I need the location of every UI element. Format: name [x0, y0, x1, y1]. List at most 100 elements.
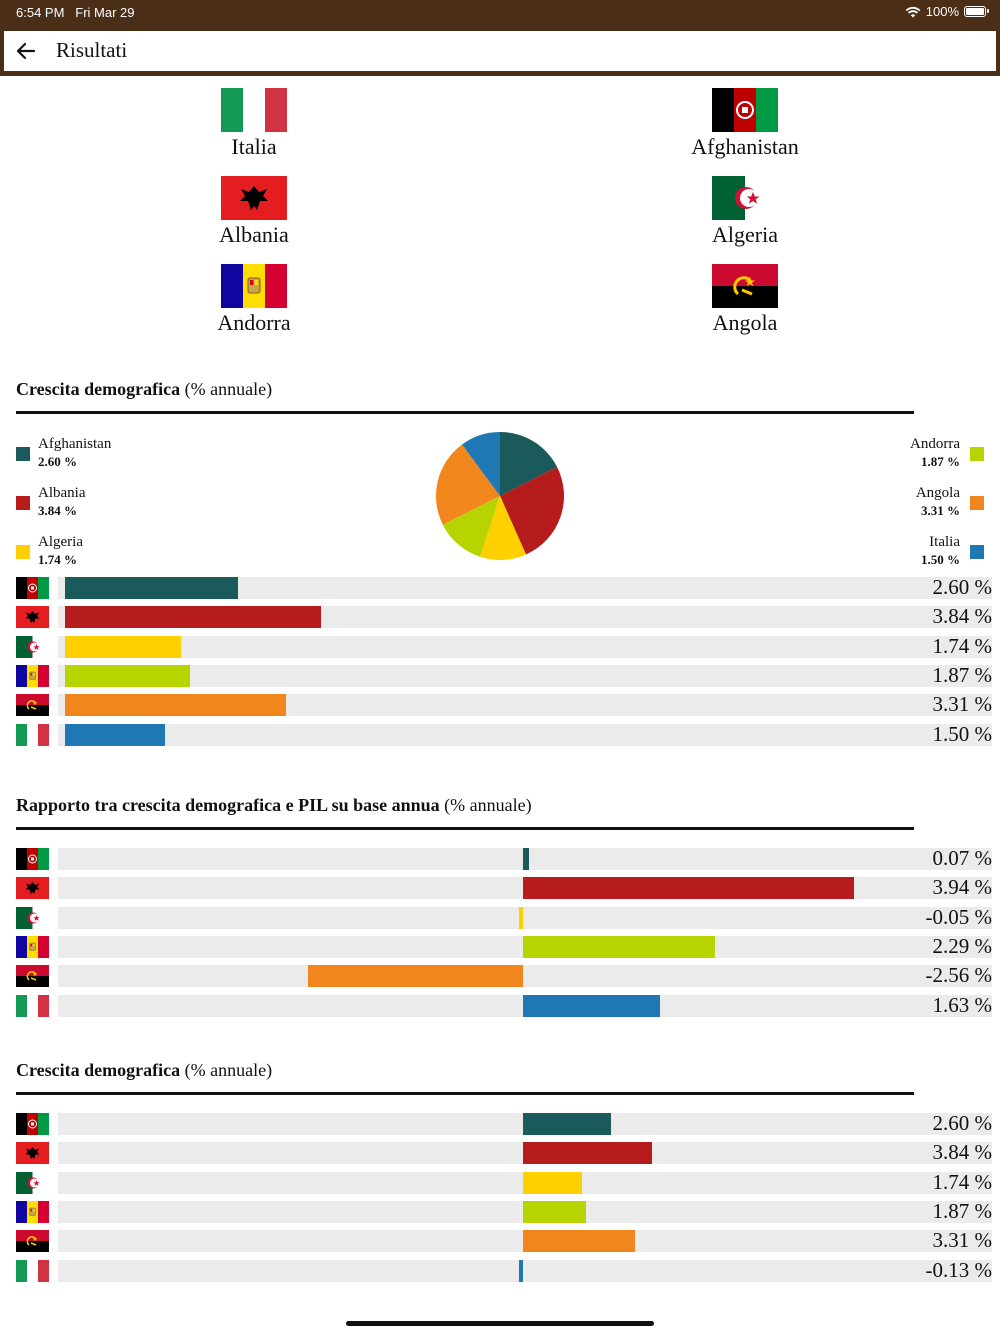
bar-value-label: -0.05 %	[925, 904, 993, 929]
bar-value-label: 2.29 %	[932, 933, 993, 958]
section-unit-growth: (% annuale)	[184, 379, 273, 399]
algeria-flag-icon	[16, 906, 49, 929]
wifi-icon	[905, 6, 921, 17]
status-right: 100%	[905, 4, 989, 19]
andorra-flag-icon	[221, 264, 287, 308]
legend-label: Angola	[915, 485, 960, 501]
bar-row-italia: 1.63 %	[16, 993, 992, 1017]
bar-row-italia: -0.13 %	[16, 1257, 993, 1282]
country-card-italia[interactable]: Italia	[104, 88, 404, 160]
bar-value-label: -2.56 %	[925, 963, 993, 988]
status-time-text: 6:54 PM	[16, 5, 65, 20]
bar-value-label: 1.87 %	[932, 1198, 993, 1223]
bar-track	[58, 1259, 992, 1282]
andorra-flag-icon	[16, 1200, 49, 1223]
section-title-growth-2-text: Crescita demografica	[16, 1060, 181, 1080]
bar-albania	[523, 877, 854, 900]
bar-algeria	[65, 635, 181, 658]
pie-slice-algeria	[480, 496, 527, 560]
bar-row-algeria: -0.05 %	[16, 904, 993, 929]
status-date: Fri Mar 29	[75, 5, 135, 20]
bar-value-label: 3.84 %	[932, 1140, 993, 1165]
algeria-flag-icon	[712, 176, 778, 220]
bar-row-albania: 3.84 %	[16, 604, 992, 629]
country-card-angola[interactable]: Angola	[595, 264, 895, 336]
battery-percent: 100%	[925, 4, 959, 19]
pie-slice-angola	[436, 444, 500, 525]
bar-track	[58, 664, 992, 687]
country-card-albania[interactable]: Albania	[104, 176, 404, 248]
bar-track	[58, 906, 992, 929]
bar-value-label: 1.50 %	[932, 721, 993, 746]
bar-row-afghanistan: 2.60 %	[16, 1111, 993, 1135]
pie-chart	[436, 432, 564, 560]
bar-value-label: 3.31 %	[932, 692, 993, 717]
bar-value-label: 1.87 %	[932, 662, 993, 687]
bar-row-angola: 3.31 %	[16, 692, 993, 717]
bar-italia	[518, 1259, 523, 1282]
bar-track	[58, 965, 992, 988]
bar-afghanistan	[523, 848, 529, 870]
country-name: Italia	[231, 134, 277, 159]
bar-row-andorra: 2.29 %	[16, 933, 993, 958]
bar-algeria	[518, 906, 523, 929]
country-card-algeria[interactable]: Algeria	[595, 176, 895, 248]
bar-row-afghanistan: 2.60 %	[16, 575, 993, 599]
bar-row-algeria: 1.74 %	[16, 634, 992, 658]
angola-flag-icon	[16, 694, 49, 717]
albania-flag-icon	[16, 606, 49, 629]
italia-flag-icon	[221, 88, 287, 132]
bar-row-albania: 3.94 %	[16, 875, 993, 900]
bar-value-label: 2.60 %	[932, 1111, 993, 1135]
bar-andorra	[65, 664, 190, 687]
home-indicator[interactable]	[346, 1321, 654, 1326]
bar-afghanistan	[65, 577, 239, 599]
country-name: Algeria	[712, 222, 778, 247]
legend-swatch	[970, 496, 984, 510]
albania-flag-icon	[221, 176, 287, 220]
bar-angola	[523, 1230, 635, 1253]
bar-albania	[523, 1142, 653, 1165]
italia-flag-icon	[16, 1259, 49, 1282]
legend-item-algeria: Algeria 1.74 %	[16, 534, 83, 568]
bar-afghanistan	[523, 1113, 611, 1135]
bar-row-afghanistan: 0.07 %	[16, 846, 992, 870]
legend-item-afghanistan: Afghanistan 2.60 %	[16, 436, 111, 470]
country-card-andorra[interactable]: Andorra	[104, 264, 404, 336]
section-divider	[16, 1092, 914, 1095]
legend-swatch	[16, 545, 30, 559]
status-time: 6:54 PM Fri Mar 29	[16, 5, 135, 20]
afghanistan-flag-icon	[16, 577, 49, 599]
angola-flag-icon	[712, 264, 778, 308]
legend-value: 3.84 %	[38, 503, 77, 518]
country-name: Albania	[219, 222, 289, 247]
section-title-growth-2: Crescita demografica (% annuale)	[16, 1060, 272, 1081]
pie-slice-italia	[462, 432, 500, 496]
section-unit-ratio: (% annuale)	[444, 795, 532, 815]
albania-flag-icon	[16, 877, 49, 900]
bar-row-andorra: 1.87 %	[16, 1198, 993, 1223]
header-inner: Risultati	[4, 31, 996, 71]
bar-value-label: -0.13 %	[925, 1257, 993, 1282]
bar-angola	[308, 965, 523, 988]
andorra-flag-icon	[16, 935, 49, 958]
back-arrow-icon[interactable]	[12, 37, 40, 65]
andorra-flag-icon	[16, 664, 49, 687]
afghanistan-flag-icon	[16, 1113, 49, 1135]
pie-slice-andorra	[442, 496, 500, 557]
section-title-ratio: Rapporto tra crescita demografica e PIL …	[16, 795, 532, 816]
country-name: Afghanistan	[691, 134, 799, 159]
status-bar: 6:54 PM Fri Mar 29 100%	[0, 0, 1000, 26]
bar-value-label: 3.94 %	[932, 875, 993, 900]
afghanistan-flag-icon	[16, 848, 49, 870]
country-card-afghanistan[interactable]: Afghanistan	[595, 88, 895, 160]
legend-item-angola: Angola 3.31 %	[916, 485, 984, 519]
bar-value-label: 2.60 %	[932, 575, 993, 599]
legend-item-andorra: Andorra 1.87 %	[910, 436, 984, 470]
bar-row-angola: -2.56 %	[16, 963, 993, 988]
angola-flag-icon	[16, 1230, 49, 1253]
legend-item-albania: Albania 3.84 %	[16, 485, 85, 519]
legend-value: 1.87 %	[921, 454, 960, 469]
bar-algeria	[523, 1171, 582, 1194]
legend-value: 1.74 %	[38, 552, 77, 567]
